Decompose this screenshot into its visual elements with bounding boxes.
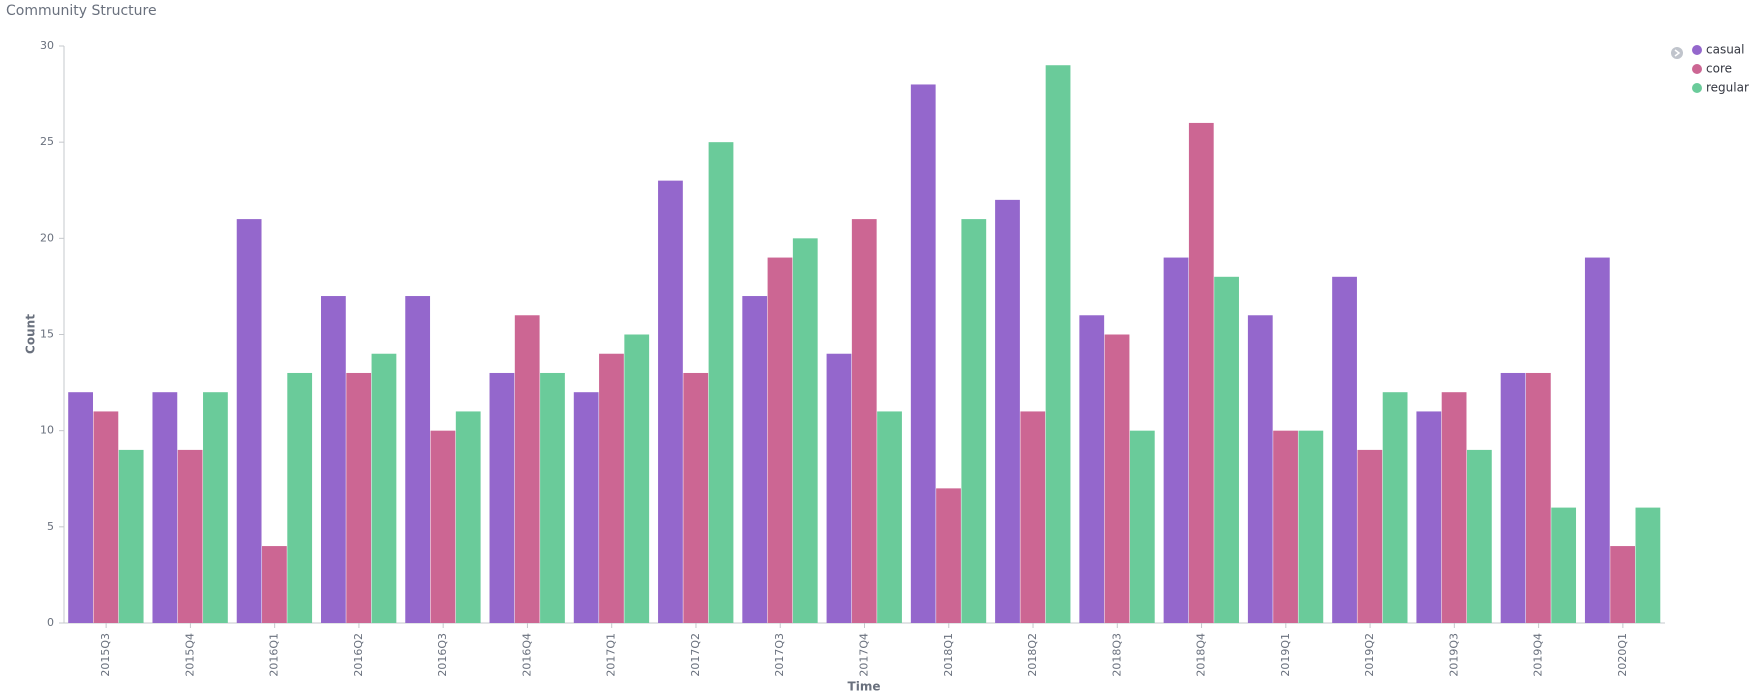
bar: [599, 353, 624, 623]
bar: [177, 449, 203, 623]
x-axis-title: Time: [848, 680, 881, 693]
bar: [1247, 315, 1273, 623]
bar: [1163, 257, 1189, 623]
x-tick-label: 2016Q4: [520, 633, 533, 677]
x-tick-label: 2018Q1: [942, 633, 955, 677]
bar: [1416, 411, 1442, 623]
x-tick-label: 2017Q3: [773, 633, 786, 677]
y-tick-label: 20: [40, 231, 54, 244]
bar: [1635, 507, 1661, 623]
bar: [287, 372, 313, 623]
legend-label: regular: [1706, 81, 1749, 95]
bar: [68, 392, 93, 623]
bar: [262, 546, 287, 623]
x-tick-label: 2019Q2: [1363, 633, 1376, 677]
bar: [514, 315, 540, 623]
bar: [455, 411, 481, 623]
bar: [93, 411, 119, 623]
bar: [203, 392, 228, 623]
bar: [961, 219, 987, 623]
bar: [995, 199, 1020, 623]
x-tick-label: 2019Q1: [1279, 633, 1292, 677]
bar: [152, 392, 178, 623]
bar: [624, 334, 650, 623]
y-tick-label: 5: [47, 520, 54, 533]
bar: [346, 372, 372, 623]
bar: [1020, 411, 1046, 623]
x-tick-label: 2019Q4: [1532, 633, 1545, 677]
x-tick-label: 2020Q1: [1616, 633, 1629, 677]
x-tick-label: 2015Q4: [183, 633, 196, 677]
bar: [1500, 372, 1526, 623]
chart-title: Community Structure: [6, 3, 157, 19]
bar: [1104, 334, 1130, 623]
bar: [1332, 276, 1357, 623]
legend-swatch: [1692, 45, 1702, 55]
bar: [1188, 122, 1214, 623]
bar: [1214, 276, 1239, 623]
bar: [877, 411, 902, 623]
legend-toggle[interactable]: [1671, 47, 1683, 59]
bar: [792, 238, 818, 624]
bar: [683, 372, 709, 623]
bar: [1298, 430, 1324, 623]
bar: [430, 430, 456, 623]
x-tick-label: 2018Q3: [1110, 633, 1123, 677]
bar: [371, 353, 397, 623]
x-tick-label: 2017Q1: [605, 633, 618, 677]
bar: [1610, 546, 1636, 623]
bar: [1382, 392, 1408, 623]
bar: [1441, 392, 1467, 623]
bar: [1584, 257, 1610, 623]
bar: [767, 257, 793, 623]
y-tick-label: 30: [40, 39, 54, 52]
bar: [1466, 449, 1492, 623]
x-tick-label: 2016Q3: [436, 633, 449, 677]
legend-swatch: [1692, 64, 1702, 74]
x-tick-label: 2016Q2: [352, 633, 365, 677]
x-tick-label: 2018Q2: [1026, 633, 1039, 677]
bar: [321, 296, 346, 623]
bar: [742, 296, 768, 623]
bar: [405, 296, 431, 623]
bar: [910, 84, 936, 623]
legend: casual core regular: [1692, 43, 1749, 95]
bar: [826, 353, 852, 623]
y-tick-label: 25: [40, 135, 54, 148]
x-tick-label: 2015Q3: [99, 633, 112, 677]
legend-label: core: [1706, 62, 1732, 76]
bar: [936, 488, 961, 623]
y-tick-label: 10: [40, 424, 54, 437]
bar: [1045, 65, 1071, 623]
bar: [573, 392, 599, 623]
bar: [1129, 430, 1155, 623]
bar: [236, 219, 262, 623]
y-tick-label: 15: [40, 328, 54, 341]
y-axis-title: Count: [24, 314, 38, 354]
bar: [1079, 315, 1105, 623]
y-tick-label: 0: [47, 616, 54, 629]
x-tick-label: 2016Q1: [268, 633, 281, 677]
legend-swatch: [1692, 83, 1702, 93]
bar: [118, 449, 144, 623]
bar: [851, 219, 877, 623]
bar: [1551, 507, 1577, 623]
x-tick-label: 2018Q4: [1195, 633, 1208, 677]
bar: [1525, 372, 1551, 623]
legend-toggle-icon: [1674, 49, 1681, 57]
x-tick-label: 2017Q2: [689, 633, 702, 677]
x-tick-label: 2019Q3: [1447, 633, 1460, 677]
x-tick-label: 2017Q4: [858, 633, 871, 677]
bar: [540, 372, 565, 623]
bar: [1357, 449, 1383, 623]
bar: [708, 142, 734, 623]
legend-label: casual: [1706, 43, 1745, 57]
bar: [1273, 430, 1298, 623]
bar: [489, 372, 515, 623]
bar: [658, 180, 683, 623]
